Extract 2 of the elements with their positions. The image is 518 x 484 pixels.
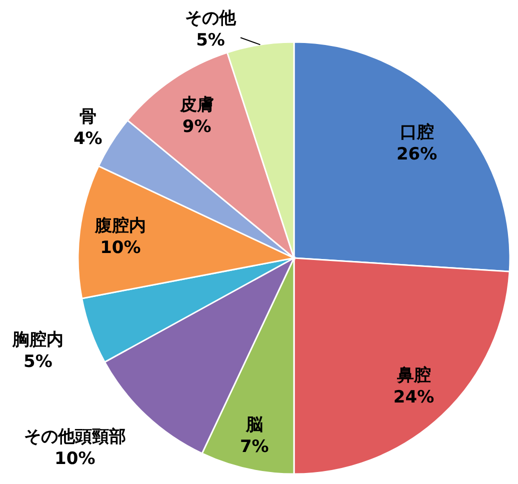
- slice-label: その他: [185, 8, 238, 29]
- data-label: 5%: [196, 30, 225, 51]
